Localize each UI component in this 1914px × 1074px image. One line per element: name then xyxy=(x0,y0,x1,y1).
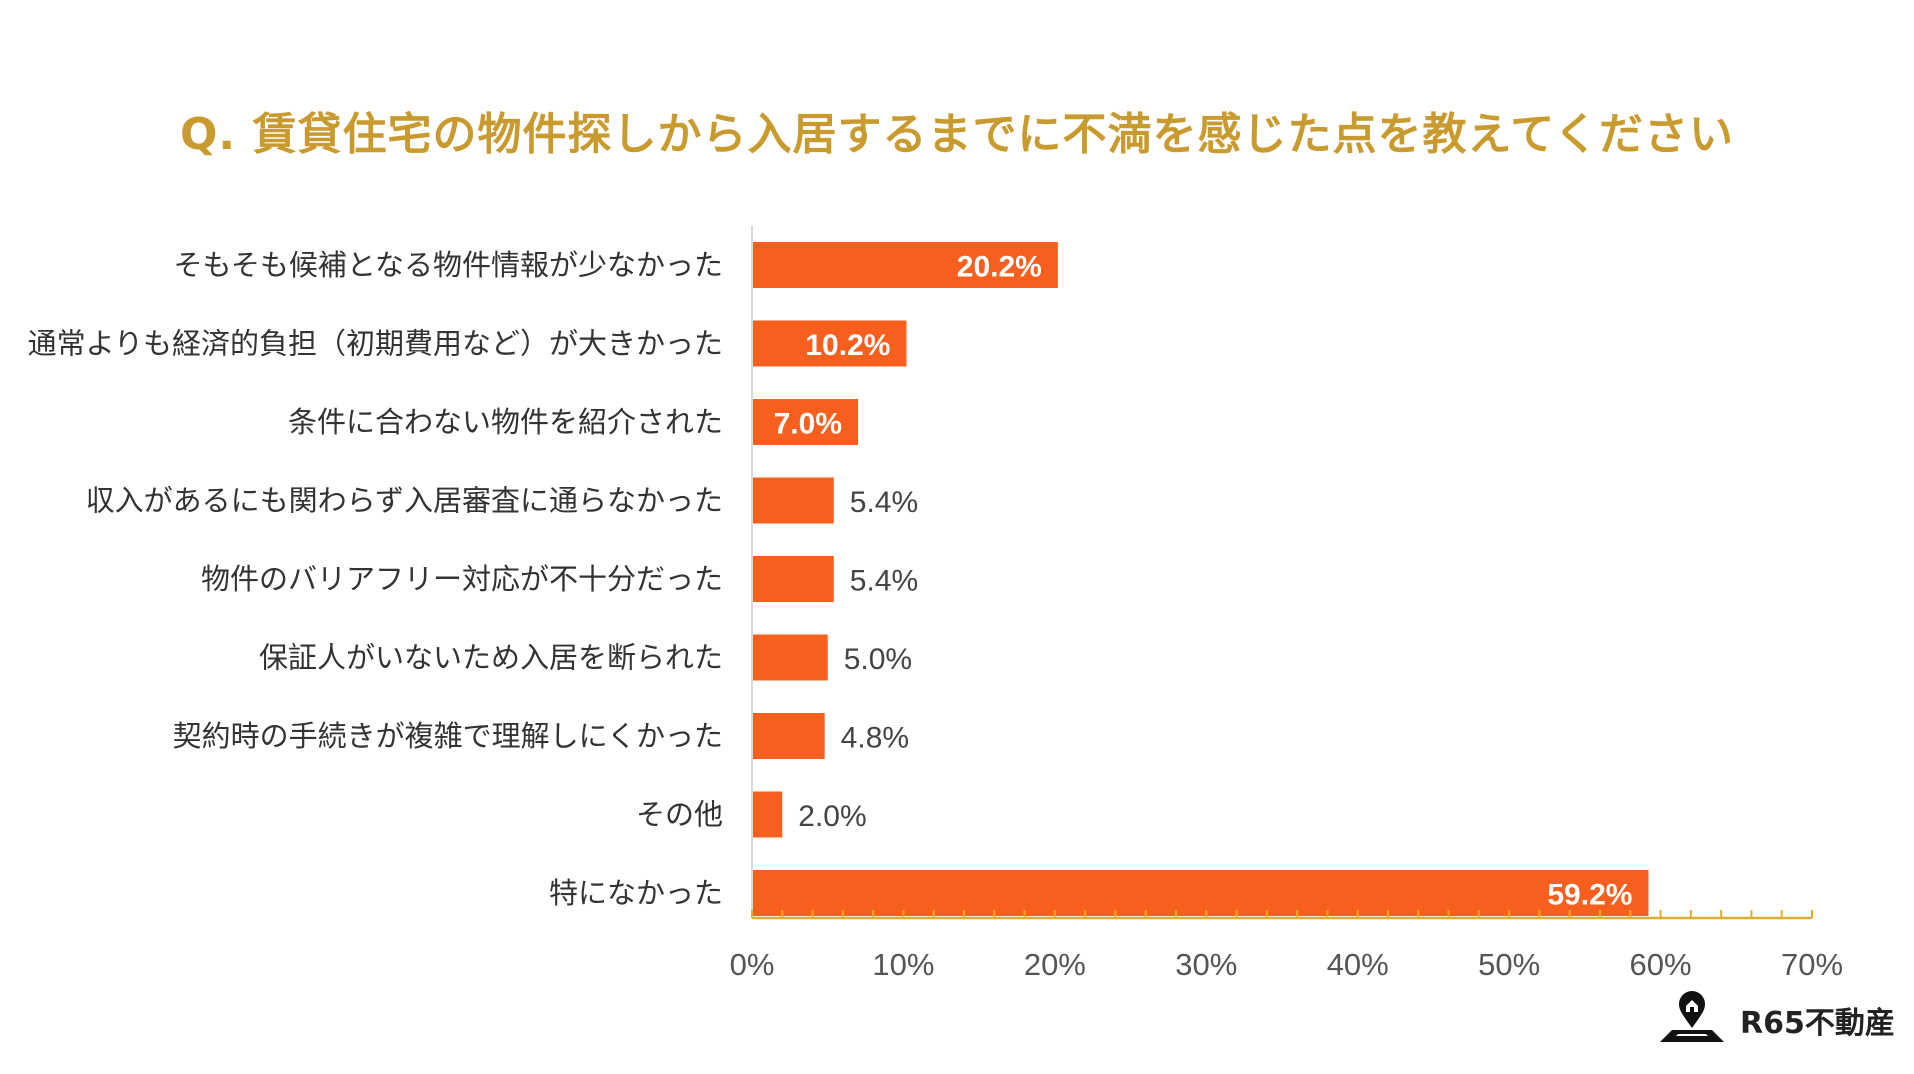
category-label: 物件のバリアフリー対応が不十分だった xyxy=(201,562,723,596)
bar xyxy=(752,713,825,759)
category-label: その他 xyxy=(636,798,723,832)
bar xyxy=(752,634,828,681)
data-label: 5.4% xyxy=(850,565,918,598)
brand-name: R65不動産 xyxy=(1740,1006,1895,1041)
x-tick-label: 40% xyxy=(1327,947,1389,982)
x-axis: 0% 10% 20% 30% 40% 50% 60% 70% xyxy=(730,226,1843,982)
category-label: 契約時の手続きが複雑で理解しにくかった xyxy=(173,719,723,753)
chart-title: Q. 賃貸住宅の物件探しから入居するまでに不満を感じた点を教えてください xyxy=(180,109,1734,160)
category-labels: そもそも候補となる物件情報が少なかった通常よりも経済的負担（初期費用など）が大き… xyxy=(28,248,723,910)
data-label: 4.8% xyxy=(841,722,909,755)
category-label: 通常よりも経済的負担（初期費用など）が大きかった xyxy=(28,327,723,361)
category-label: 特になかった xyxy=(549,876,723,910)
bar xyxy=(752,870,1649,916)
data-label: 7.0% xyxy=(774,408,842,441)
bar xyxy=(752,791,783,838)
x-tick-label: 0% xyxy=(730,947,775,982)
x-tick-label: 30% xyxy=(1175,947,1237,982)
data-label: 59.2% xyxy=(1547,879,1632,912)
bar xyxy=(752,320,907,367)
x-tick-label: 60% xyxy=(1630,947,1692,982)
x-tick-label: 20% xyxy=(1024,947,1086,982)
category-label: そもそも候補となる物件情報が少なかった xyxy=(173,248,723,282)
data-label: 20.2% xyxy=(957,251,1042,284)
bar xyxy=(752,399,858,445)
x-tick-label: 10% xyxy=(872,947,934,982)
data-label: 5.4% xyxy=(850,486,918,519)
data-label: 2.0% xyxy=(798,800,866,833)
data-label: 10.2% xyxy=(805,329,890,362)
location-pin-house-icon xyxy=(1660,991,1724,1042)
bar xyxy=(752,556,834,602)
category-label: 条件に合わない物件を紹介された xyxy=(288,405,723,439)
category-label: 保証人がいないため入居を断られた xyxy=(259,641,723,675)
bars-layer: 20.2% 10.2% 7.0% 5.4% 5.4% 5.0% 4.8% 2.0% 59.2% xyxy=(752,242,1649,916)
data-label: 5.0% xyxy=(844,643,912,676)
x-tick-label: 70% xyxy=(1781,947,1843,982)
category-label: 収入があるにも関わらず入居審査に通らなかった xyxy=(86,484,723,518)
x-tick-label: 50% xyxy=(1478,947,1540,982)
bar xyxy=(752,477,834,524)
bar xyxy=(752,242,1058,288)
brand-logo: R65不動産 xyxy=(1652,990,1895,1050)
